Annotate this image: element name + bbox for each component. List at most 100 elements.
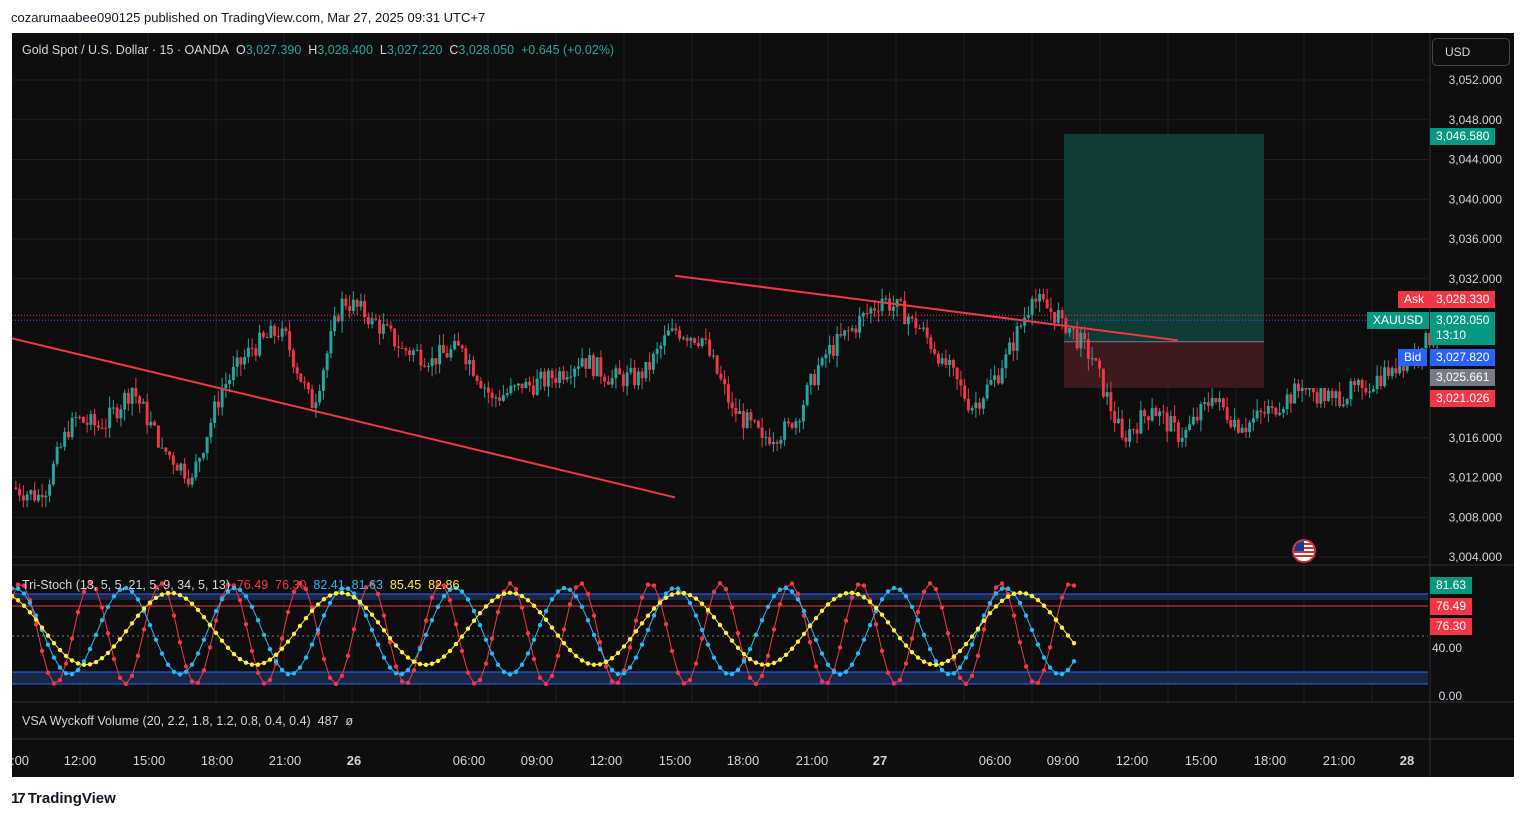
stoch-dot xyxy=(99,617,105,623)
stoch-dot xyxy=(153,595,159,600)
candle xyxy=(685,334,689,347)
candle xyxy=(1075,321,1079,351)
candle xyxy=(959,370,963,397)
stoch-dot xyxy=(171,590,177,596)
candle xyxy=(1169,410,1173,432)
stoch-dot xyxy=(327,675,333,680)
stoch-dot xyxy=(771,627,777,632)
stoch-dot xyxy=(693,661,699,666)
stoch-dot xyxy=(777,587,783,592)
stoch-dot xyxy=(753,660,759,665)
candle xyxy=(1356,378,1360,392)
stoch-dot xyxy=(399,649,405,655)
stoch-dot xyxy=(831,669,837,675)
stoch-dot xyxy=(57,647,63,653)
candle xyxy=(1128,418,1132,448)
stoch-dot xyxy=(285,671,291,677)
stoch-dot xyxy=(939,605,945,610)
stoch-dot xyxy=(63,671,69,676)
us-flag-icon[interactable] xyxy=(1292,539,1316,563)
stoch-dot xyxy=(93,659,99,665)
stoch-dot xyxy=(375,642,381,647)
stoch-dot xyxy=(963,641,969,647)
stoch-dot xyxy=(483,637,489,643)
candle xyxy=(1008,337,1012,356)
candle xyxy=(565,370,569,383)
stoch-dot xyxy=(45,670,51,675)
last-price-tag: 3,028.050 13:10 xyxy=(1430,312,1496,345)
candle xyxy=(141,398,145,404)
stoch-dot xyxy=(591,662,597,667)
candle xyxy=(464,345,468,371)
candle xyxy=(798,418,802,433)
candle xyxy=(550,368,554,388)
candle xyxy=(85,414,89,433)
stoch-dot xyxy=(75,667,81,673)
stoch-dot xyxy=(627,636,633,642)
stoch-dot xyxy=(669,592,675,597)
stoch-dot xyxy=(717,665,723,670)
chart-canvas[interactable]: 3,052.000 3,048.000 3,044.000 3,040.000 3,03… xyxy=(12,33,1514,777)
stoch-dot xyxy=(471,681,477,686)
candle xyxy=(704,328,708,345)
price-lines xyxy=(12,314,1428,321)
tradingview-logo-icon: 17 xyxy=(11,790,26,807)
currency-selector[interactable]: USD xyxy=(1432,38,1510,66)
candle xyxy=(899,297,903,303)
candle xyxy=(666,323,670,336)
candle xyxy=(273,323,277,344)
stoch-dot xyxy=(57,665,63,670)
vsa-legend[interactable]: VSA Wyckoff Volume (20, 2.2, 1.8, 1.2, 0… xyxy=(22,714,353,728)
stoch-dot xyxy=(807,623,813,629)
symbol-legend[interactable]: Gold Spot / U.S. Dollar · 15 · OANDA O3,… xyxy=(22,43,614,57)
candle xyxy=(910,315,914,323)
vsa-symbol: ø xyxy=(345,714,354,728)
stoch-value-4: 81.63 xyxy=(351,578,383,592)
stoch-dot xyxy=(417,646,423,652)
brand[interactable]: 17 TradingView xyxy=(11,790,116,807)
candle xyxy=(81,415,85,424)
stoch-legend[interactable]: Tri-Stoch (13, 5, 5, 21, 5, 9, 34, 5, 13… xyxy=(22,578,459,592)
stoch-dot xyxy=(369,581,375,586)
stoch-dot xyxy=(261,681,267,686)
stoch-dot xyxy=(267,677,273,683)
candle xyxy=(59,442,63,449)
stoch-dot xyxy=(633,618,639,623)
stoch-dot xyxy=(741,651,747,657)
stoch-dot xyxy=(765,662,771,667)
price-tick: 3,052.000 xyxy=(1449,73,1503,87)
stoch-dot xyxy=(393,664,399,669)
candle xyxy=(1360,378,1364,400)
stoch-dot xyxy=(723,630,729,636)
stoch-tag-3: 76.30 xyxy=(1430,618,1473,635)
stoch-dot xyxy=(387,665,393,670)
chart-frame[interactable]: 3,052.000 3,048.000 3,044.000 3,040.000 3,03… xyxy=(12,33,1514,777)
price-tick: 3,040.000 xyxy=(1449,192,1503,206)
candle xyxy=(1176,419,1180,448)
candle xyxy=(790,421,794,430)
candle xyxy=(678,326,682,342)
stoch-dot xyxy=(255,670,261,675)
stoch-dot xyxy=(1041,655,1047,660)
candle xyxy=(813,369,817,387)
candle xyxy=(475,374,479,385)
stoch-dot xyxy=(447,597,453,603)
candle xyxy=(348,295,352,319)
candle xyxy=(655,342,659,364)
candle xyxy=(696,335,700,349)
footer xyxy=(0,777,1526,819)
candle xyxy=(213,395,217,428)
stoch-line xyxy=(12,582,1075,685)
candle xyxy=(389,321,393,332)
candle xyxy=(974,391,978,418)
candle xyxy=(1206,392,1210,412)
candle xyxy=(29,489,33,501)
stoch-dot xyxy=(711,614,717,620)
candle xyxy=(1218,391,1222,411)
candle xyxy=(951,358,955,377)
candle xyxy=(359,293,363,311)
stoch-dot xyxy=(909,604,915,610)
time-tick: 12:00 xyxy=(1116,753,1149,768)
stoch-dot xyxy=(1065,667,1071,673)
candle xyxy=(644,362,648,382)
